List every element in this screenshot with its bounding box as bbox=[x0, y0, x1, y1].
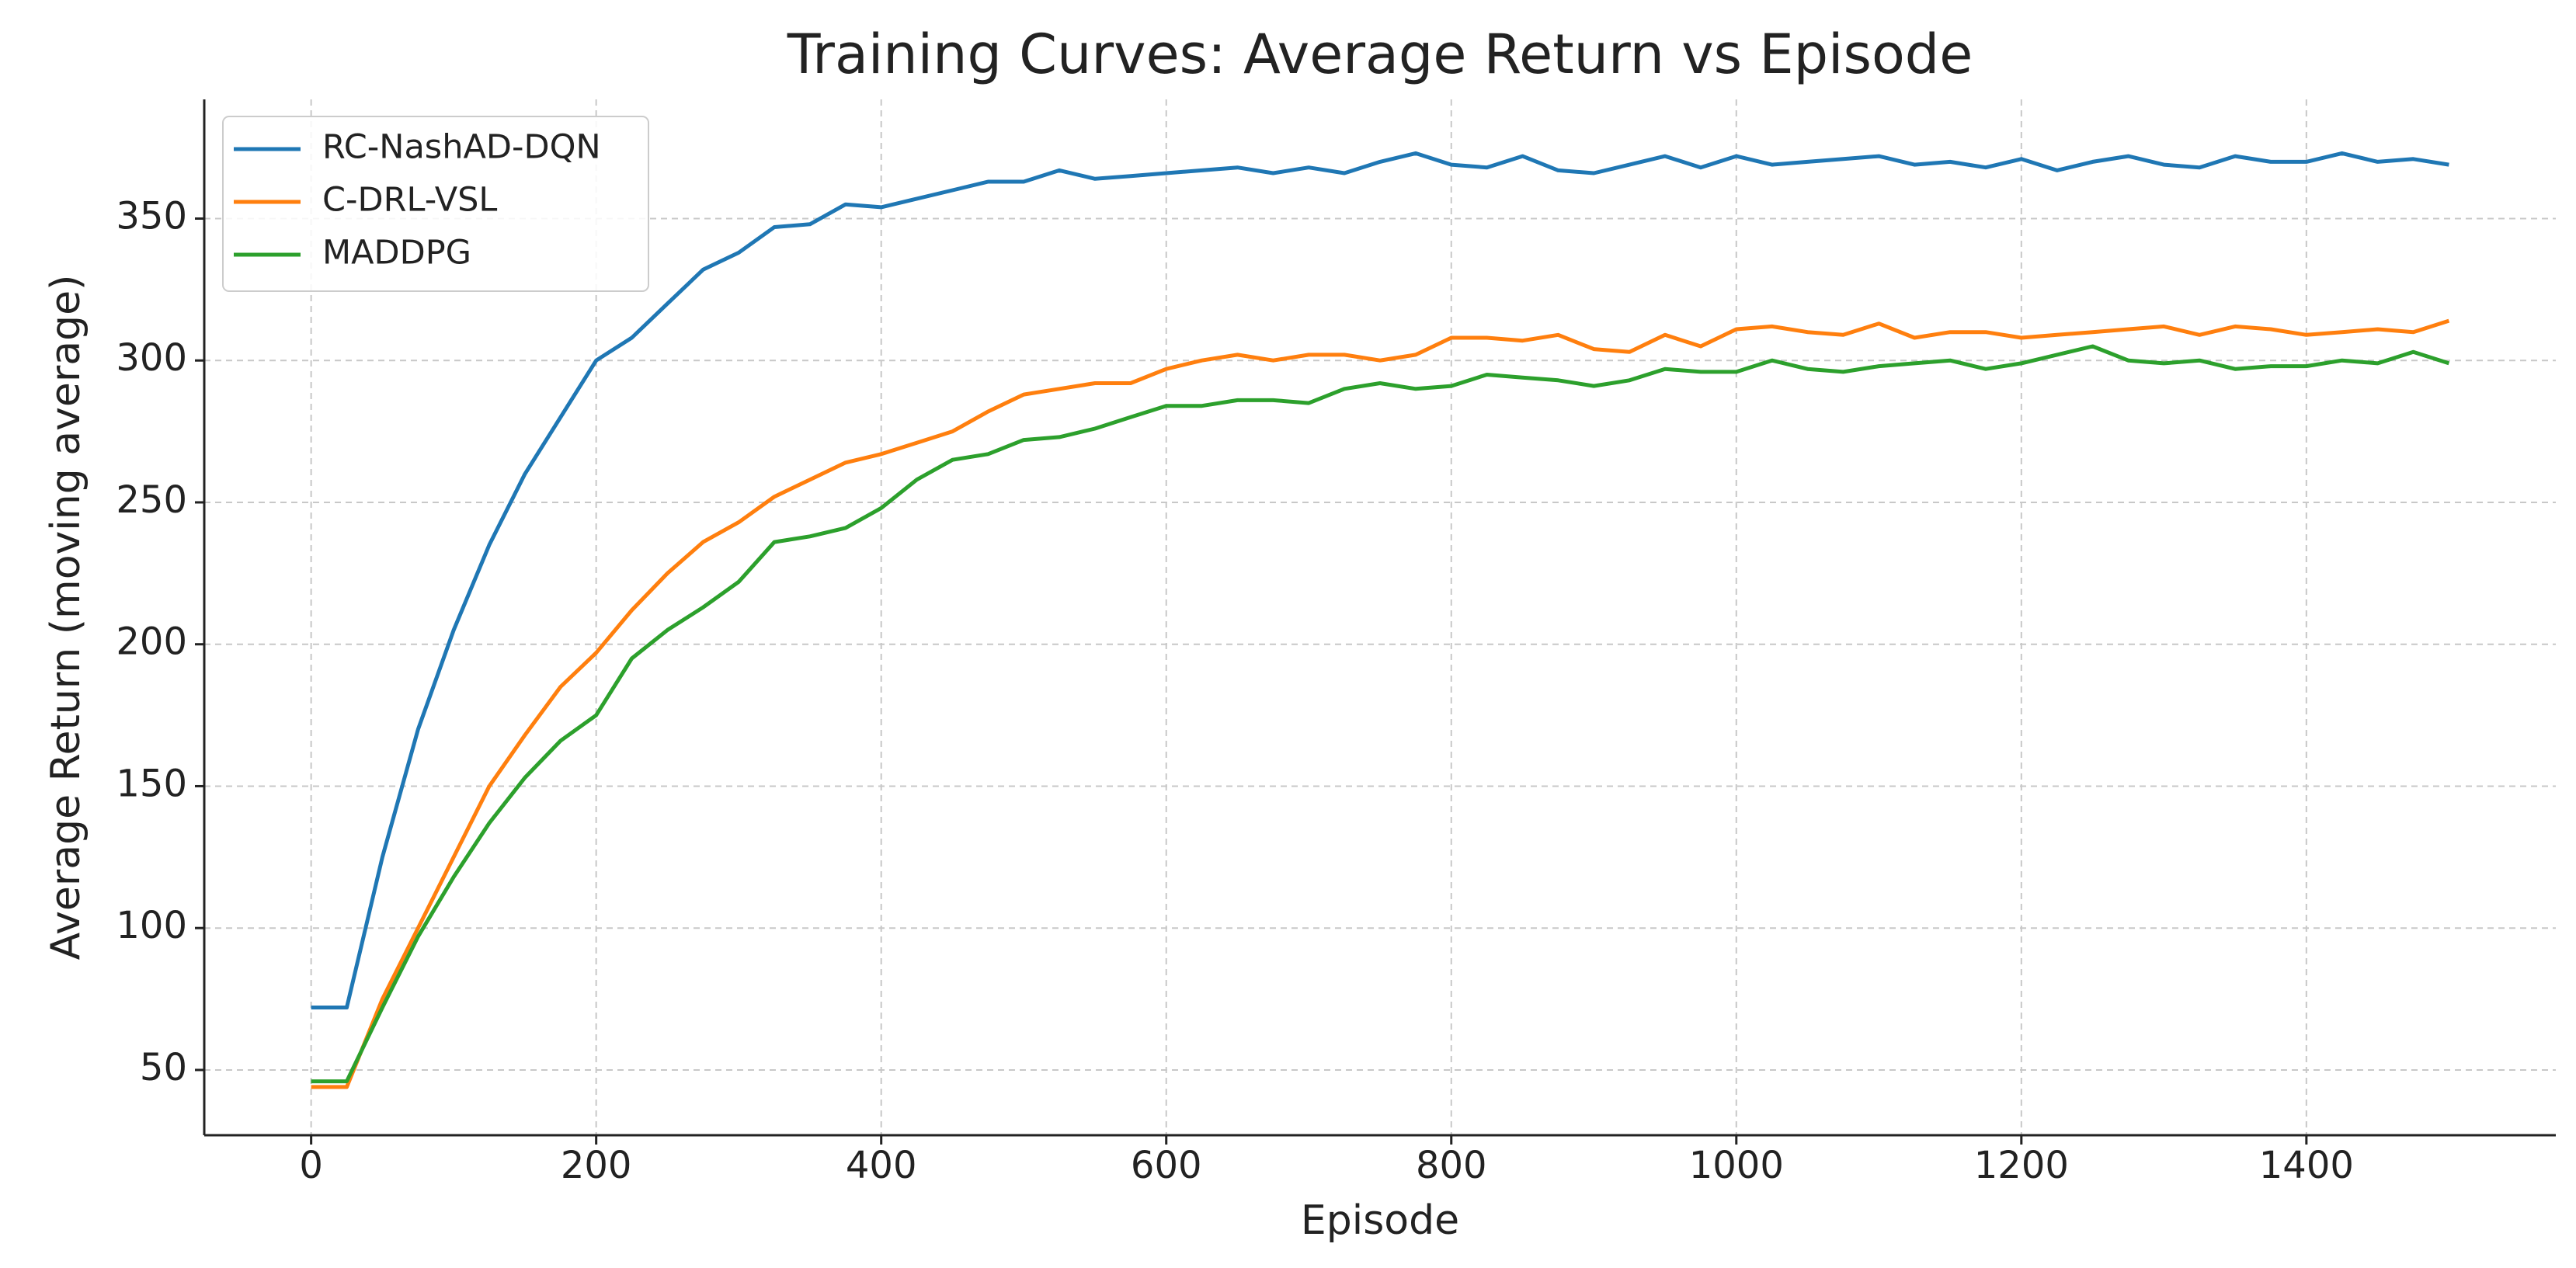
series-line bbox=[311, 318, 2450, 1089]
x-tick-label: 0 bbox=[299, 1144, 323, 1187]
legend-label: C-DRL-VSL bbox=[322, 181, 497, 220]
y-tick-label: 200 bbox=[116, 620, 187, 664]
series-line bbox=[311, 151, 2449, 1009]
chart-title: Training Curves: Average Return vs Episo… bbox=[787, 23, 1973, 86]
x-tick-label: 400 bbox=[846, 1144, 917, 1187]
x-tick-label: 600 bbox=[1131, 1144, 1202, 1187]
y-tick-label: 100 bbox=[116, 904, 187, 947]
y-tick-label: 150 bbox=[116, 762, 187, 805]
y-tick-label: 300 bbox=[116, 336, 187, 380]
legend-label: MADDPG bbox=[322, 234, 471, 273]
x-tick-label: 1200 bbox=[1974, 1144, 2069, 1187]
legend-box bbox=[222, 116, 649, 292]
y-axis-label: Average Return (moving average) bbox=[43, 275, 89, 961]
y-tick-label: 250 bbox=[116, 478, 187, 522]
y-tick-label: 50 bbox=[140, 1046, 187, 1089]
series-line bbox=[311, 344, 2450, 1084]
legend-label: RC-NashAD-DQN bbox=[322, 128, 601, 167]
x-axis-label: Episode bbox=[1301, 1197, 1459, 1244]
x-tick-label: 1400 bbox=[2259, 1144, 2354, 1187]
x-tick-label: 1000 bbox=[1689, 1144, 1784, 1187]
y-tick-label: 350 bbox=[116, 195, 187, 238]
x-tick-label: 200 bbox=[561, 1144, 632, 1187]
x-tick-label: 800 bbox=[1416, 1144, 1487, 1187]
